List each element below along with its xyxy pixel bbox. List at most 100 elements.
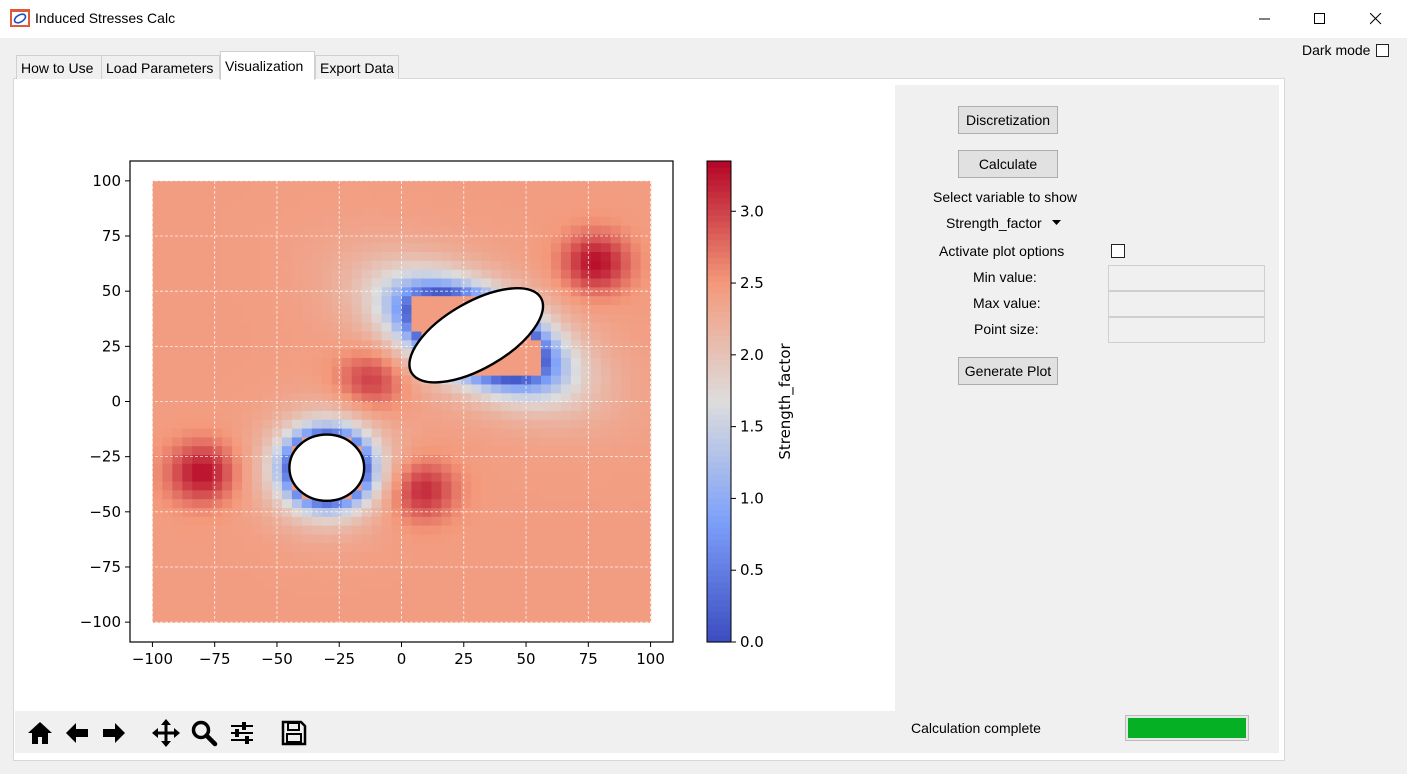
heatmap-cell (640, 410, 652, 420)
home-button[interactable] (25, 716, 55, 750)
heatmap-cell (501, 180, 512, 191)
heatmap-cell (242, 463, 253, 473)
heatmap-cell (192, 516, 203, 526)
heatmap-cell (311, 410, 323, 420)
heatmap-cell (222, 189, 233, 200)
heatmap-cell (371, 357, 383, 367)
dark-mode-checkbox[interactable] (1376, 43, 1390, 57)
heatmap-cell (491, 216, 502, 226)
point-size-input[interactable] (1108, 317, 1265, 343)
heatmap-cell (281, 392, 293, 403)
heatmap-cell (291, 233, 303, 244)
heatmap-cell (192, 480, 203, 491)
heatmap-cell (540, 180, 552, 191)
minimize-button[interactable] (1237, 0, 1293, 38)
heatmap-cell (540, 260, 552, 270)
heatmap-cell (321, 242, 333, 253)
heatmap-cell (172, 533, 183, 544)
heatmap-cell (511, 463, 522, 473)
heatmap-cell (331, 233, 343, 244)
heatmap-cell (152, 339, 163, 350)
heatmap-cell (281, 375, 293, 385)
heatmap-cell (262, 454, 273, 464)
heatmap-cell (431, 233, 442, 244)
heatmap-cell (232, 472, 243, 482)
min-value-input[interactable] (1108, 265, 1265, 291)
heatmap-cell (361, 366, 373, 376)
heatmap-cell (321, 595, 333, 606)
tab-how-to-use[interactable]: How to Use (16, 55, 102, 79)
heatmap-cell (212, 613, 223, 623)
zoom-button[interactable] (189, 716, 219, 750)
maximize-button[interactable] (1292, 0, 1348, 38)
heatmap-cell (172, 516, 183, 526)
heatmap-cell (222, 207, 233, 217)
heatmap-cell (630, 516, 642, 526)
heatmap-cell (262, 569, 273, 579)
heatmap-cell (291, 569, 303, 579)
back-button[interactable] (62, 716, 92, 750)
heatmap-cell (451, 295, 462, 306)
heatmap-cell (421, 516, 432, 526)
heatmap-cell (391, 277, 403, 288)
heatmap-cell (242, 207, 253, 217)
heatmap-cell (531, 542, 542, 553)
heatmap-cell (421, 454, 432, 464)
heatmap-cell (630, 410, 642, 420)
heatmap-cell (471, 454, 482, 464)
heatmap-cell (501, 401, 512, 411)
heatmap-cell (291, 578, 303, 588)
variable-dropdown[interactable]: Strength_factor (946, 215, 1061, 231)
heatmap-cell (461, 542, 472, 553)
heatmap-cell (491, 410, 502, 420)
heatmap-cell (521, 189, 532, 200)
configure-subplots-button[interactable] (227, 716, 257, 750)
heatmap-cell (391, 330, 403, 341)
heatmap-cell (481, 277, 492, 288)
tab-export-data[interactable]: Export Data (315, 55, 399, 79)
heatmap-cell (590, 260, 602, 270)
tab-visualization[interactable]: Visualization (220, 51, 315, 80)
heatmap-cell (491, 604, 502, 614)
heatmap-cell (471, 586, 482, 597)
heatmap-cell (242, 480, 253, 491)
heatmap-cell (620, 375, 632, 385)
heatmap-cell (401, 533, 413, 544)
heatmap-cell (321, 260, 333, 270)
heatmap-cell (341, 251, 353, 261)
dark-mode-toggle[interactable]: Dark mode (1302, 42, 1390, 58)
heatmap-cell (600, 198, 612, 208)
heatmap-cell (570, 586, 582, 597)
close-button[interactable] (1348, 0, 1404, 38)
heatmap-cell (381, 533, 393, 544)
heatmap-cell (451, 410, 462, 420)
strength-factor-chart[interactable]: −100 −75 −50 −25 0 25 50 75 1001007550250−25−50−… (15, 85, 895, 711)
heatmap-cell (311, 295, 323, 306)
forward-button[interactable] (99, 716, 129, 750)
heatmap-cell (222, 348, 233, 358)
heatmap-cell (281, 277, 293, 288)
discretization-button[interactable]: Discretization (958, 106, 1058, 134)
heatmap-cell (630, 313, 642, 323)
max-value-input[interactable] (1108, 291, 1265, 317)
heatmap-cell (531, 339, 542, 350)
heatmap-cell (610, 357, 622, 367)
heatmap-cell (242, 180, 253, 191)
generate-plot-button[interactable]: Generate Plot (958, 357, 1058, 385)
heatmap-cell (590, 357, 602, 367)
heatmap-cell (361, 189, 373, 200)
tab-load-parameters[interactable]: Load Parameters (101, 55, 220, 79)
heatmap-cell (301, 339, 313, 350)
pan-button[interactable] (151, 716, 181, 750)
heatmap-cell (242, 375, 253, 385)
heatmap-cell (202, 330, 213, 341)
plot-canvas[interactable]: −100 −75 −50 −25 0 25 50 75 100 100 75 50 25 0 −25 −50−… (15, 85, 895, 711)
save-button[interactable] (279, 716, 309, 750)
calculate-button[interactable]: Calculate (958, 150, 1058, 178)
heatmap-cell (610, 392, 622, 403)
activate-options-checkbox[interactable] (1111, 244, 1125, 258)
heatmap-cell (411, 251, 423, 261)
heatmap-cell (182, 260, 193, 270)
colorbar-tick-label: 2.0 (740, 346, 764, 364)
